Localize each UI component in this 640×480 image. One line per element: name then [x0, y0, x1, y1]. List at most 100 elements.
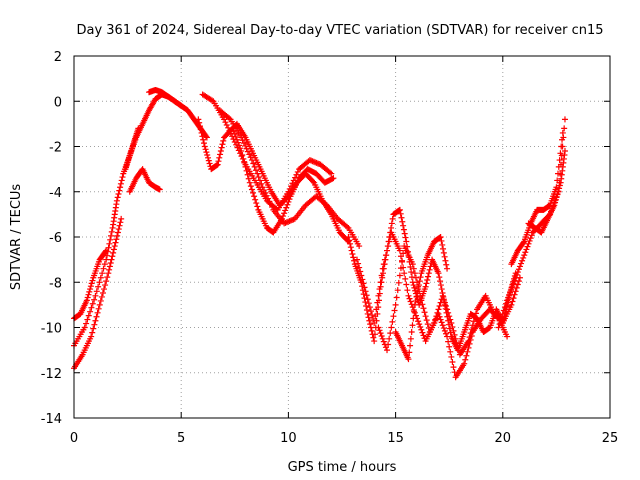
data-point: [85, 291, 92, 298]
data-point: [202, 146, 209, 153]
data-point: [371, 338, 378, 345]
data-point: [285, 198, 292, 205]
data-point: [196, 123, 203, 130]
data-point: [346, 237, 353, 244]
data-point: [447, 348, 454, 355]
data-point: [447, 316, 454, 323]
data-point: [358, 272, 365, 279]
data-point: [111, 243, 118, 250]
y-tick-label: -6: [49, 231, 62, 246]
data-point: [88, 304, 95, 311]
data-point: [106, 240, 113, 247]
data-point: [90, 325, 97, 332]
data-point: [453, 339, 460, 346]
data-point: [518, 260, 525, 267]
data-point: [449, 323, 456, 330]
data-point: [222, 119, 229, 126]
data-point: [89, 329, 96, 336]
data-point: [519, 257, 526, 264]
data-point: [437, 278, 444, 285]
data-point: [513, 271, 520, 278]
data-point: [263, 192, 270, 199]
data-point: [83, 297, 90, 304]
data-point: [446, 343, 453, 350]
data-point: [107, 260, 114, 267]
data-point: [220, 137, 227, 144]
data-point: [103, 278, 110, 285]
data-point: [199, 133, 206, 140]
data-point: [425, 273, 432, 280]
y-tick-label: -14: [41, 412, 62, 427]
data-point: [231, 138, 238, 145]
data-point: [252, 167, 259, 174]
data-point: [468, 332, 475, 339]
data-point: [508, 286, 515, 293]
data-point: [376, 327, 383, 334]
data-point: [417, 274, 424, 281]
chart-title: Day 361 of 2024, Sidereal Day-to-day VTE…: [76, 23, 603, 38]
data-point: [522, 249, 529, 256]
data-point: [414, 289, 421, 296]
data-point: [377, 279, 384, 286]
data-point: [413, 293, 420, 300]
data-points: [71, 86, 568, 381]
data-point: [88, 333, 95, 340]
data-point: [416, 321, 423, 328]
data-point: [495, 324, 502, 331]
data-point: [375, 292, 382, 299]
data-point: [411, 301, 418, 308]
data-point: [99, 289, 106, 296]
data-point: [118, 215, 125, 222]
data-point: [401, 230, 408, 237]
data-point: [366, 317, 373, 324]
data-point: [417, 292, 424, 299]
data-point: [109, 253, 116, 260]
data-point: [347, 240, 354, 247]
data-point: [250, 160, 257, 167]
data-point: [108, 228, 115, 235]
data-point: [247, 183, 254, 190]
data-point: [384, 247, 391, 254]
data-point: [379, 265, 386, 272]
data-point: [391, 307, 398, 314]
data-point: [551, 202, 558, 209]
data-point: [91, 296, 98, 303]
data-point: [97, 274, 104, 281]
data-point: [115, 226, 122, 233]
data-point: [435, 310, 442, 317]
data-point: [262, 189, 269, 196]
data-point: [282, 207, 289, 214]
data-point: [452, 335, 459, 342]
data-point: [244, 171, 251, 178]
data-point: [239, 155, 246, 162]
data-point: [267, 201, 274, 208]
data-point: [290, 177, 297, 184]
data-point: [419, 329, 426, 336]
data-point: [443, 261, 450, 268]
data-point: [561, 148, 568, 155]
data-point: [410, 265, 417, 272]
data-point: [367, 321, 374, 328]
data-point: [217, 151, 224, 158]
data-point: [439, 322, 446, 329]
data-point: [118, 177, 125, 184]
data-point: [461, 360, 468, 367]
data-point: [415, 318, 422, 325]
data-point: [326, 169, 333, 176]
data-point: [411, 270, 418, 277]
series-track-10: [225, 120, 352, 245]
data-point: [350, 254, 357, 261]
data-point: [380, 338, 387, 345]
data-point: [116, 187, 123, 194]
data-point: [385, 341, 392, 348]
data-point: [497, 317, 504, 324]
data-point: [380, 261, 387, 268]
data-point: [364, 296, 371, 303]
data-point: [89, 300, 96, 307]
data-point: [98, 293, 105, 300]
data-point: [87, 308, 94, 315]
data-point: [520, 239, 527, 246]
data-point: [526, 237, 533, 244]
data-point: [417, 323, 424, 330]
data-point: [240, 140, 247, 147]
